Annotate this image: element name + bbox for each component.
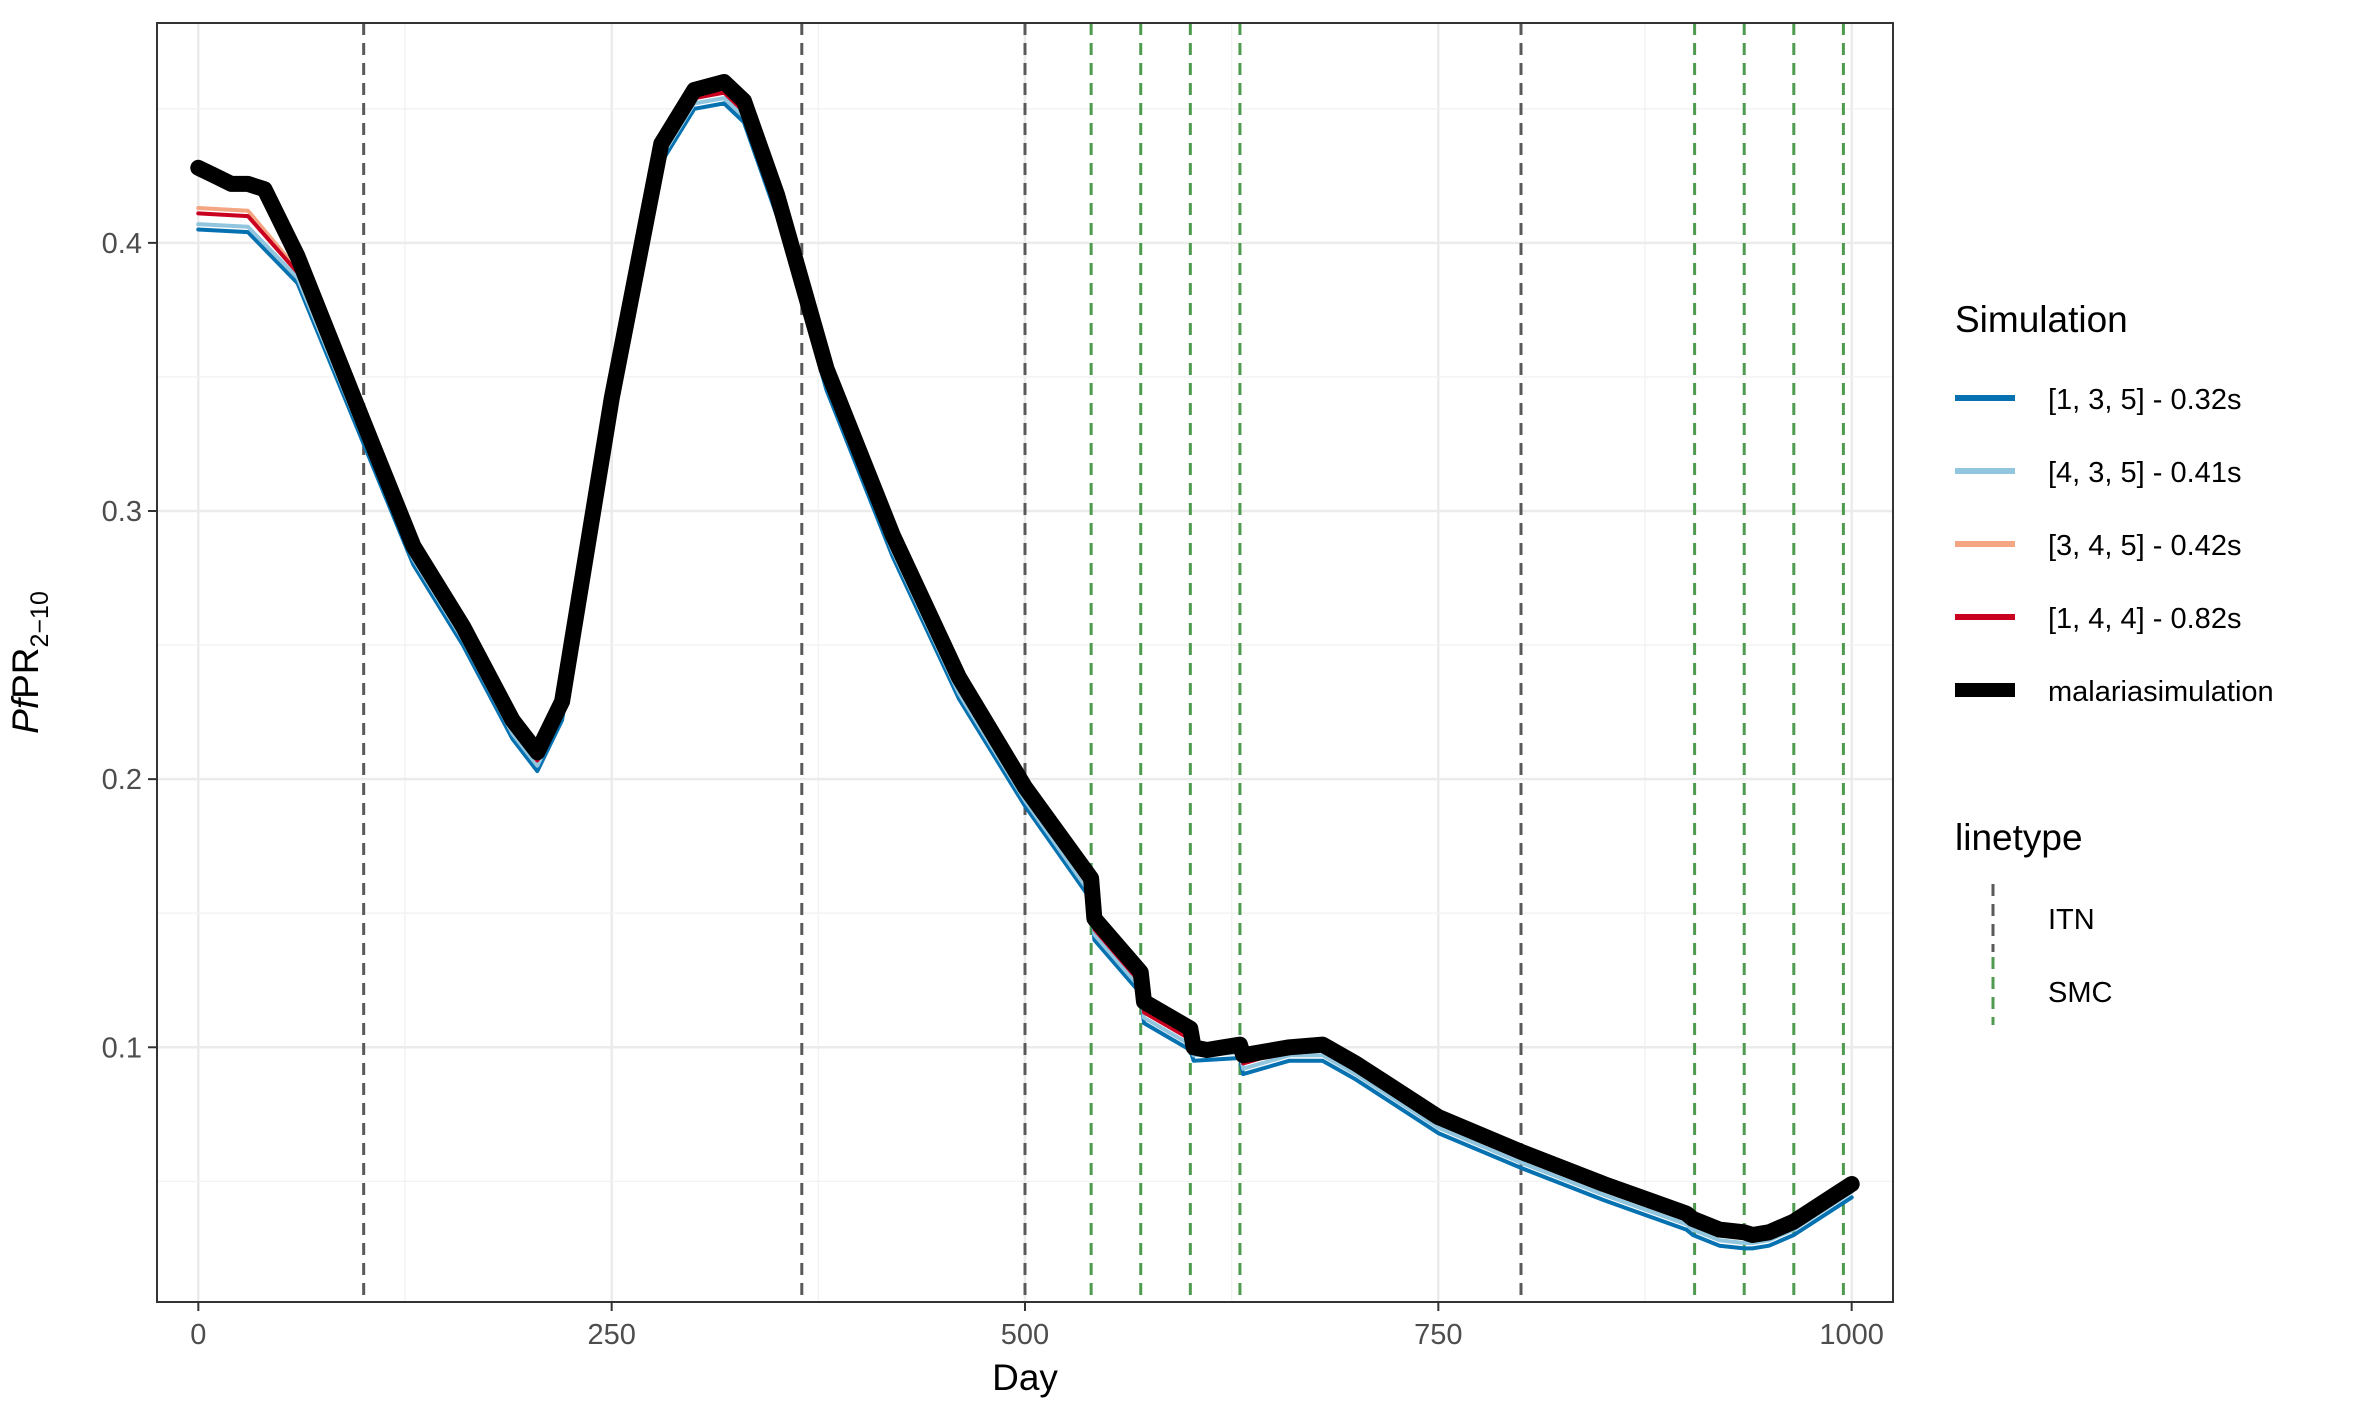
y-axis: 0.1 0.2 0.3 0.4 [102,228,157,1064]
series-line [190,74,1860,1243]
x-tick-label: 0 [190,1319,206,1351]
y-axis-title: PfPR2−10 [5,591,54,734]
x-tick-label: 750 [1414,1319,1462,1351]
legend-label: [1, 4, 4] - 0.82s [2048,603,2241,635]
legend-label: SMC [2048,977,2112,1009]
y-axis-title-italic: Pf [5,695,46,734]
y-tick-label: 0.1 [102,1032,142,1064]
legend-label: ITN [2048,904,2095,936]
legend: Simulation [1, 3, 5] - 0.32s [4, 3, 5] - 0… [1955,299,2274,1025]
x-axis: 0 250 500 750 1000 [190,1302,1884,1351]
intervention-lines [362,23,1845,1302]
legend-title-simulation: Simulation [1955,299,2128,340]
series-group [190,74,1860,1251]
legend-label: [3, 4, 5] - 0.42s [2048,530,2241,562]
legend-label: malariasimulation [2048,676,2274,708]
y-tick-label: 0.3 [102,496,142,528]
y-tick-label: 0.4 [102,228,142,260]
y-axis-title-main: PR [5,647,46,698]
legend-title-linetype: linetype [1955,817,2083,858]
x-axis-title: Day [992,1357,1058,1398]
x-tick-label: 500 [1001,1319,1049,1351]
x-tick-label: 250 [587,1319,635,1351]
legend-label: [4, 3, 5] - 0.41s [2048,457,2241,489]
series-line [196,101,1854,1251]
legend-label: [1, 3, 5] - 0.32s [2048,384,2241,416]
y-tick-label: 0.2 [102,764,142,796]
series-line [196,96,1854,1245]
x-tick-label: 1000 [1819,1319,1884,1351]
y-axis-title-subscript: 2−10 [26,591,54,647]
